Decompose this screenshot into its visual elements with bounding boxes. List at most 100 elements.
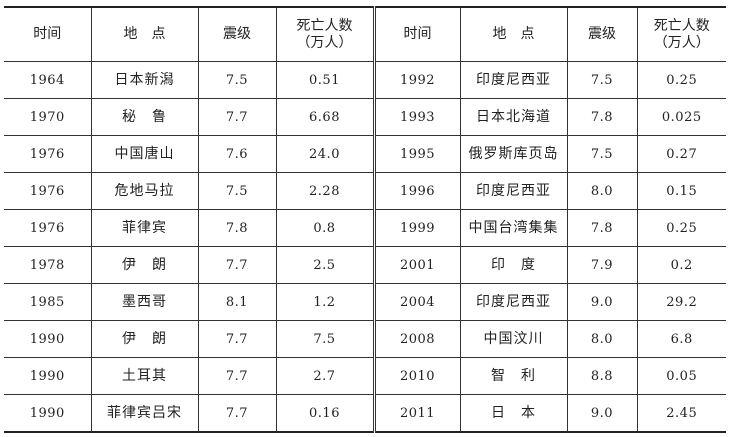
left-year-cell: 1990	[4, 394, 91, 433]
right-deaths-cell: 0.025	[636, 98, 726, 136]
left-place-cell: 菲律宾吕宋	[90, 394, 198, 433]
right-magnitude-cell: 9.0	[566, 283, 637, 321]
right-magnitude-cell: 7.5	[566, 61, 637, 99]
right-year-cell: 1995	[372, 135, 460, 173]
right-place-cell: 印度尼西亚	[459, 61, 567, 99]
left-year-cell: 1990	[4, 320, 91, 358]
header-deaths-label: 死亡人数	[653, 17, 710, 34]
right-place-cell: 日本北海道	[459, 98, 567, 136]
left-year-cell: 1985	[4, 283, 91, 321]
table-body: 1964 日本新潟 7.5 0.51 1992 印度尼西亚 7.5 0.25 1970 秘 鲁 7.…	[4, 61, 726, 433]
header-deaths-unit: （万人）	[653, 34, 710, 51]
left-deaths-cell: 2.28	[275, 172, 374, 210]
left-year-cell: 1990	[4, 357, 91, 395]
left-deaths-cell: 7.5	[275, 320, 374, 358]
header-place-right: 地 点	[459, 6, 567, 62]
right-magnitude-cell: 7.9	[566, 246, 637, 284]
right-deaths-cell: 0.05	[636, 357, 726, 395]
right-deaths-cell: 2.45	[636, 394, 726, 433]
header-time-right: 时间	[372, 6, 460, 62]
right-year-cell: 1999	[372, 209, 460, 247]
left-place-cell: 伊 朗	[90, 246, 198, 284]
table-row: 1990 伊 朗 7.7 7.5 2008 中国汶川 8.0 6.8	[4, 320, 726, 358]
right-magnitude-cell: 8.0	[566, 172, 637, 210]
table-row: 1978 伊 朗 7.7 2.5 2001 印 度 7.9 0.2	[4, 246, 726, 284]
right-place-cell: 中国汶川	[459, 320, 567, 358]
left-year-cell: 1978	[4, 246, 91, 284]
right-magnitude-cell: 9.0	[566, 394, 637, 433]
right-place-cell: 日 本	[459, 394, 567, 433]
table-row: 1976 中国唐山 7.6 24.0 1995 俄罗斯库页岛 7.5 0.27	[4, 135, 726, 173]
header-magnitude-right: 震级	[566, 6, 637, 62]
left-magnitude-cell: 7.5	[197, 172, 276, 210]
header-deaths-label: 死亡人数	[296, 17, 353, 34]
header-deaths-right: 死亡人数 （万人）	[636, 6, 726, 62]
right-deaths-cell: 0.25	[636, 61, 726, 99]
left-magnitude-cell: 7.7	[197, 320, 276, 358]
right-place-cell: 印度尼西亚	[459, 172, 567, 210]
table-row: 1964 日本新潟 7.5 0.51 1992 印度尼西亚 7.5 0.25	[4, 61, 726, 99]
right-place-cell: 俄罗斯库页岛	[459, 135, 567, 173]
left-place-cell: 危地马拉	[90, 172, 198, 210]
left-year-cell: 1976	[4, 135, 91, 173]
table-row: 1976 危地马拉 7.5 2.28 1996 印度尼西亚 8.0 0.15	[4, 172, 726, 210]
left-deaths-cell: 0.8	[275, 209, 374, 247]
left-deaths-cell: 1.2	[275, 283, 374, 321]
right-year-cell: 2010	[372, 357, 460, 395]
table-row: 1990 土耳其 7.7 2.7 2010 智 利 8.8 0.05	[4, 357, 726, 395]
header-magnitude-left: 震级	[197, 6, 276, 62]
left-place-cell: 伊 朗	[90, 320, 198, 358]
earthquake-table: 时间 地 点 震级 死亡人数 （万人） 时间 地 点 震级 死亡人数 （万人） …	[4, 6, 726, 433]
right-year-cell: 1992	[372, 61, 460, 99]
right-deaths-cell: 0.27	[636, 135, 726, 173]
right-year-cell: 2011	[372, 394, 460, 433]
right-magnitude-cell: 7.8	[566, 98, 637, 136]
left-magnitude-cell: 7.8	[197, 209, 276, 247]
right-magnitude-cell: 8.8	[566, 357, 637, 395]
right-place-cell: 中国台湾集集	[459, 209, 567, 247]
right-magnitude-cell: 8.0	[566, 320, 637, 358]
left-year-cell: 1970	[4, 98, 91, 136]
left-year-cell: 1976	[4, 209, 91, 247]
right-place-cell: 印 度	[459, 246, 567, 284]
left-magnitude-cell: 7.6	[197, 135, 276, 173]
left-deaths-cell: 0.16	[275, 394, 374, 433]
right-year-cell: 1993	[372, 98, 460, 136]
header-place-left: 地 点	[90, 6, 198, 62]
right-place-cell: 智 利	[459, 357, 567, 395]
left-magnitude-cell: 7.5	[197, 61, 276, 99]
header-deaths-left: 死亡人数 （万人）	[275, 6, 374, 62]
header-time-left: 时间	[4, 6, 91, 62]
left-magnitude-cell: 7.7	[197, 246, 276, 284]
right-deaths-cell: 29.2	[636, 283, 726, 321]
right-deaths-cell: 0.25	[636, 209, 726, 247]
left-magnitude-cell: 7.7	[197, 357, 276, 395]
earthquake-table-container: 时间 地 点 震级 死亡人数 （万人） 时间 地 点 震级 死亡人数 （万人） …	[4, 6, 726, 433]
left-place-cell: 中国唐山	[90, 135, 198, 173]
left-place-cell: 菲律宾	[90, 209, 198, 247]
left-place-cell: 秘 鲁	[90, 98, 198, 136]
right-year-cell: 1996	[372, 172, 460, 210]
right-year-cell: 2001	[372, 246, 460, 284]
right-year-cell: 2008	[372, 320, 460, 358]
table-row: 1970 秘 鲁 7.7 6.68 1993 日本北海道 7.8 0.025	[4, 98, 726, 136]
left-year-cell: 1964	[4, 61, 91, 99]
left-deaths-cell: 2.7	[275, 357, 374, 395]
left-deaths-cell: 2.5	[275, 246, 374, 284]
table-row: 1985 墨西哥 8.1 1.2 2004 印度尼西亚 9.0 29.2	[4, 283, 726, 321]
left-place-cell: 墨西哥	[90, 283, 198, 321]
table-header-row: 时间 地 点 震级 死亡人数 （万人） 时间 地 点 震级 死亡人数 （万人）	[4, 6, 726, 62]
right-magnitude-cell: 7.8	[566, 209, 637, 247]
right-magnitude-cell: 7.5	[566, 135, 637, 173]
left-deaths-cell: 6.68	[275, 98, 374, 136]
left-year-cell: 1976	[4, 172, 91, 210]
right-place-cell: 印度尼西亚	[459, 283, 567, 321]
left-deaths-cell: 0.51	[275, 61, 374, 99]
left-place-cell: 土耳其	[90, 357, 198, 395]
right-deaths-cell: 6.8	[636, 320, 726, 358]
table-row: 1976 菲律宾 7.8 0.8 1999 中国台湾集集 7.8 0.25	[4, 209, 726, 247]
left-magnitude-cell: 7.7	[197, 98, 276, 136]
header-deaths-unit: （万人）	[296, 34, 353, 51]
left-deaths-cell: 24.0	[275, 135, 374, 173]
right-deaths-cell: 0.15	[636, 172, 726, 210]
